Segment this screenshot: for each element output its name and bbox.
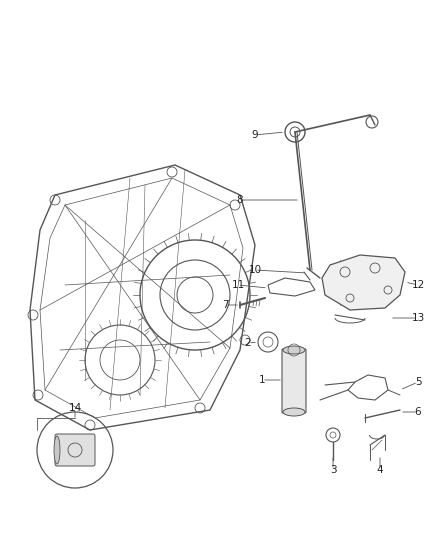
Text: 8: 8	[237, 195, 244, 205]
FancyBboxPatch shape	[55, 434, 95, 466]
Text: 11: 11	[231, 280, 245, 290]
Text: 7: 7	[222, 300, 228, 310]
Text: 2: 2	[245, 338, 251, 348]
Text: 9: 9	[252, 130, 258, 140]
Text: 14: 14	[68, 403, 81, 413]
Text: 12: 12	[411, 280, 424, 290]
Text: 4: 4	[377, 465, 383, 475]
Polygon shape	[322, 255, 405, 310]
Text: 5: 5	[415, 377, 421, 387]
Text: 1: 1	[259, 375, 265, 385]
Ellipse shape	[283, 408, 305, 416]
Text: 10: 10	[248, 265, 261, 275]
Ellipse shape	[54, 436, 60, 464]
Text: 13: 13	[411, 313, 424, 323]
Ellipse shape	[283, 346, 305, 354]
Text: 3: 3	[330, 465, 336, 475]
Text: 6: 6	[415, 407, 421, 417]
FancyBboxPatch shape	[282, 349, 306, 413]
